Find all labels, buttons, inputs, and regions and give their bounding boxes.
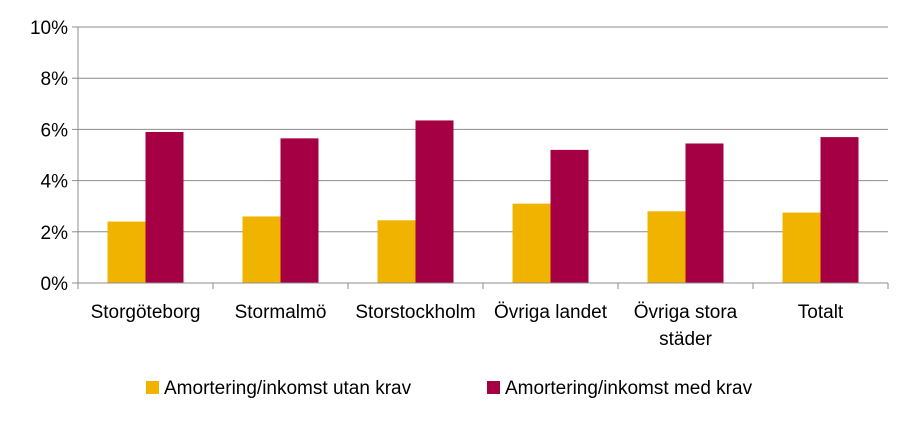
y-axis-ticks: 0% 2% 4% 6% 8% 10% xyxy=(30,18,78,295)
x-tick-label: Övriga stora xyxy=(634,302,738,323)
y-tick-label: 6% xyxy=(41,120,69,141)
bar-series-2 xyxy=(415,120,454,283)
legend: Amortering/inkomst utan krav Amortering/i… xyxy=(146,378,753,399)
bar-series-2 xyxy=(685,143,724,283)
bar-series-1 xyxy=(107,221,146,283)
x-axis-categories: Storgöteborg Stormalmö Storstockholm Övriga… xyxy=(91,302,844,350)
bar-series-1 xyxy=(512,203,551,283)
gridlines xyxy=(78,26,888,233)
y-tick-label: 4% xyxy=(41,172,69,193)
legend-swatch xyxy=(487,381,500,394)
bar-series-1 xyxy=(242,216,281,283)
y-tick-label: 8% xyxy=(41,69,69,90)
y-tick-label: 0% xyxy=(41,274,69,295)
bar-series-2 xyxy=(550,149,589,283)
legend-label: Amortering/inkomst med krav xyxy=(505,378,753,399)
y-tick-label: 2% xyxy=(41,223,69,244)
bar-series-2 xyxy=(145,131,184,283)
bar-series-1 xyxy=(377,220,416,283)
x-tick-label: Storstockholm xyxy=(355,302,475,323)
bar-series-2 xyxy=(820,137,859,283)
x-tick-label: Övriga landet xyxy=(494,302,608,323)
legend-swatch xyxy=(146,381,159,394)
x-tick-label: Stormalmö xyxy=(235,302,327,323)
bar-series-1 xyxy=(782,212,821,283)
x-tick-label: Totalt xyxy=(798,302,844,323)
bar-series-1 xyxy=(647,211,686,283)
bars xyxy=(107,120,859,283)
axes xyxy=(77,27,889,289)
legend-label: Amortering/inkomst utan krav xyxy=(164,378,412,399)
x-tick-label: städer xyxy=(659,329,712,350)
y-tick-label: 10% xyxy=(30,18,68,39)
bar-series-2 xyxy=(280,138,319,283)
x-tick-label: Storgöteborg xyxy=(91,302,201,323)
